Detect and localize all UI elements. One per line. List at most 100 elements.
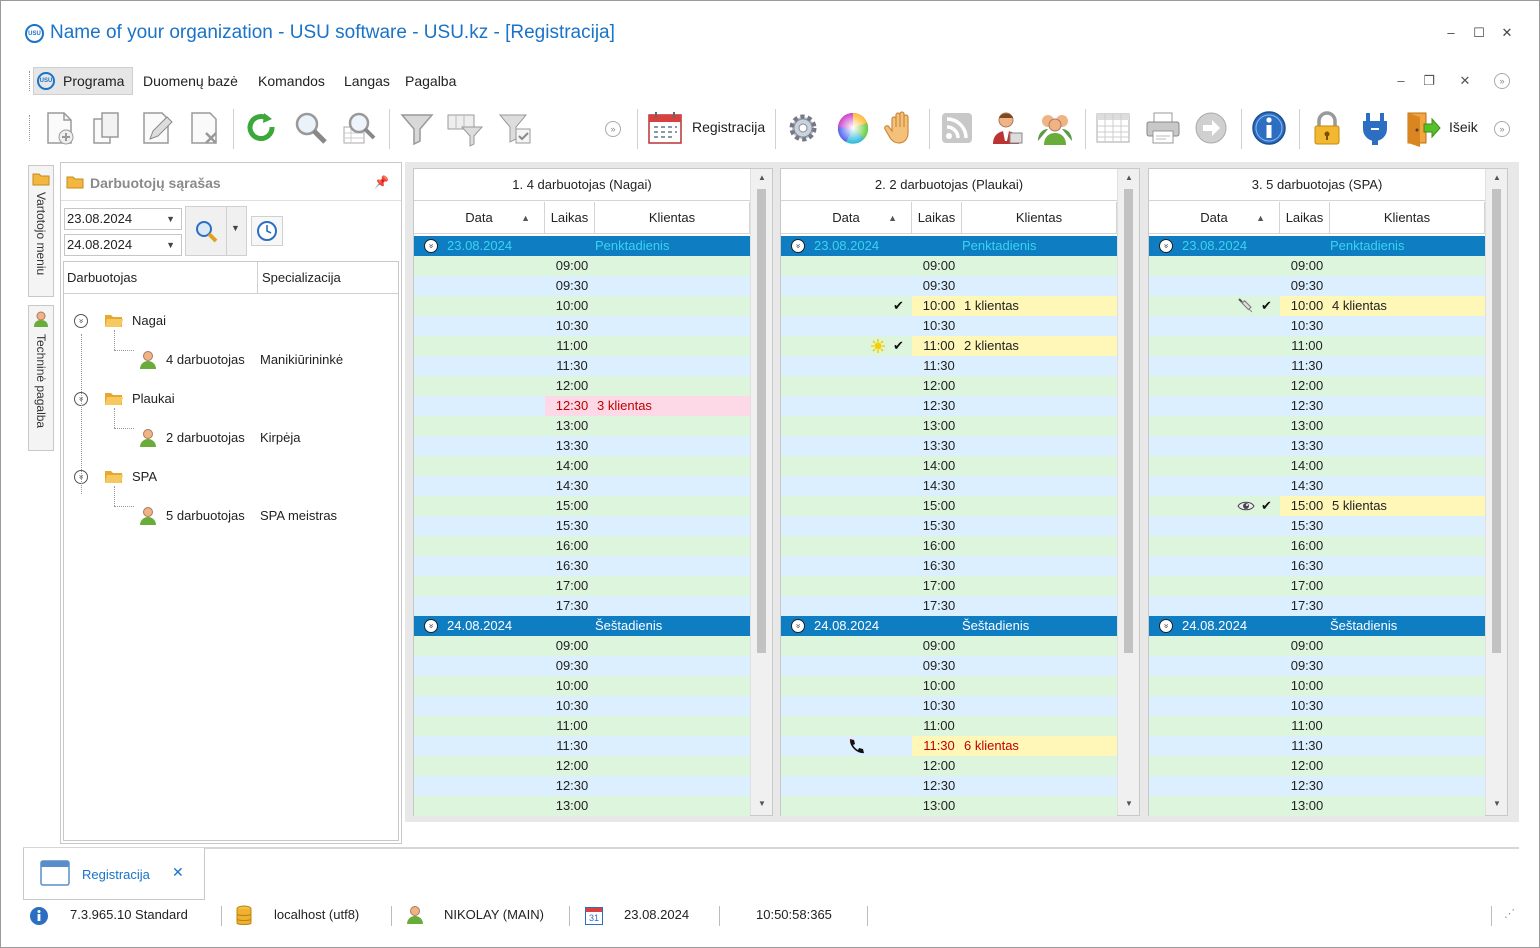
time-slot-row[interactable]: 11:00 xyxy=(414,336,750,356)
menu-programa[interactable]: Programa xyxy=(63,73,125,89)
time-slot-row[interactable]: 09:00 xyxy=(781,256,1117,276)
time-slot-row[interactable]: 13:00 xyxy=(781,796,1117,816)
collapse-day-icon[interactable]: » xyxy=(791,239,805,253)
exit-label[interactable]: Išeik xyxy=(1449,119,1478,135)
day-header-row[interactable]: » 23.08.2024 Penktadienis xyxy=(781,236,1117,256)
time-slot-row[interactable]: 12:00 xyxy=(1149,756,1485,776)
time-slot-row[interactable]: 15:30 xyxy=(781,516,1117,536)
time-slot-row[interactable]: 12:00 xyxy=(414,756,750,776)
day-header-row[interactable]: » 23.08.2024 Penktadienis xyxy=(414,236,750,256)
time-slot-row[interactable]: 14:00 xyxy=(1149,456,1485,476)
column-header-data[interactable]: Data ▲ xyxy=(781,202,912,234)
time-slot-row[interactable]: 14:30 xyxy=(781,476,1117,496)
time-slot-row[interactable]: 11:00 xyxy=(1149,716,1485,736)
vertical-scrollbar[interactable]: ▲ ▼ xyxy=(750,169,772,815)
time-slot-row[interactable]: 16:00 xyxy=(781,536,1117,556)
date-from-field[interactable]: 23.08.2024 ▼ xyxy=(64,208,182,230)
mdi-minimize-button[interactable]: – xyxy=(1397,73,1405,88)
column-header-klientas[interactable]: Klientas xyxy=(1330,202,1485,234)
scroll-down-icon[interactable]: ▼ xyxy=(1493,799,1501,808)
menu-pagalba[interactable]: Pagalba xyxy=(405,73,457,89)
sort-ascending-icon[interactable]: ▲ xyxy=(888,213,897,223)
mdi-restore-button[interactable]: ❐ xyxy=(1423,73,1435,88)
time-slot-row[interactable]: 10:30 xyxy=(1149,316,1485,336)
time-slot-row[interactable]: 15:00 xyxy=(781,496,1117,516)
column-header-klientas[interactable]: Klientas xyxy=(595,202,750,234)
document-tab-registracija[interactable]: Registracija ✕ xyxy=(23,848,205,900)
column-header-data[interactable]: Data ▲ xyxy=(414,202,545,234)
time-slot-row[interactable]: 10:30 xyxy=(781,316,1117,336)
scroll-thumb[interactable] xyxy=(1124,189,1133,653)
time-slot-row[interactable]: 13:30 xyxy=(781,436,1117,456)
scroll-thumb[interactable] xyxy=(1492,189,1501,653)
time-slot-row[interactable]: 13:00 xyxy=(1149,796,1485,816)
time-slot-row[interactable]: 13:00 xyxy=(781,416,1117,436)
time-slot-row[interactable]: 11:00 xyxy=(1149,336,1485,356)
time-slot-row[interactable]: 17:00 xyxy=(781,576,1117,596)
time-slot-row[interactable]: 15:30 xyxy=(414,516,750,536)
date-to-field[interactable]: 24.08.2024 ▼ xyxy=(64,234,182,256)
time-slot-row[interactable]: 17:30 xyxy=(781,596,1117,616)
time-slot-row[interactable]: 14:30 xyxy=(414,476,750,496)
time-slot-row[interactable]: 12:00 xyxy=(1149,376,1485,396)
forward-button[interactable] xyxy=(1191,107,1231,149)
time-slot-row[interactable]: 10:00 1 klientas ✔ xyxy=(781,296,1117,316)
time-slot-row[interactable]: 13:00 xyxy=(414,416,750,436)
settings-button[interactable] xyxy=(783,107,823,149)
edit-record-button[interactable] xyxy=(137,107,177,149)
time-slot-row[interactable]: 17:30 xyxy=(1149,596,1485,616)
scroll-up-icon[interactable]: ▲ xyxy=(1493,173,1501,182)
slot-client[interactable]: 3 klientas xyxy=(597,398,652,413)
time-slot-row[interactable]: 11:30 xyxy=(414,356,750,376)
time-slot-row[interactable]: 13:00 xyxy=(414,796,750,816)
time-slot-row[interactable]: 11:00 xyxy=(781,716,1117,736)
time-slot-row[interactable]: 12:30 xyxy=(781,396,1117,416)
slot-client[interactable]: 4 klientas xyxy=(1332,298,1387,313)
rss-button[interactable] xyxy=(937,107,977,149)
tab-technine-pagalba[interactable]: Techninė pagalba xyxy=(28,305,54,451)
collapse-day-icon[interactable]: » xyxy=(424,619,438,633)
column-header-laikas[interactable]: Laikas xyxy=(545,202,595,234)
vertical-scrollbar[interactable]: ▲ ▼ xyxy=(1117,169,1139,815)
table-button[interactable] xyxy=(1093,107,1133,149)
resize-grip-icon[interactable]: ⋰ xyxy=(1504,908,1515,920)
time-slot-row[interactable]: 09:00 xyxy=(1149,636,1485,656)
tree-employee-name[interactable]: 2 darbuotojas xyxy=(166,430,245,445)
tab-vartotojo-meniu[interactable]: Vartotojo meniu xyxy=(28,165,54,297)
menu-langas[interactable]: Langas xyxy=(344,73,390,89)
time-slot-row[interactable]: 10:30 xyxy=(1149,696,1485,716)
scroll-down-icon[interactable]: ▼ xyxy=(1125,799,1133,808)
time-slot-row[interactable]: 12:30 xyxy=(1149,396,1485,416)
collapse-day-icon[interactable]: » xyxy=(1159,619,1173,633)
toolbar-expand-icon[interactable]: » xyxy=(605,121,621,137)
close-icon[interactable]: ✕ xyxy=(172,864,184,880)
pin-icon[interactable]: 📌 xyxy=(374,175,389,189)
tree-group-label[interactable]: Nagai xyxy=(132,313,166,328)
vertical-scrollbar[interactable]: ▲ ▼ xyxy=(1485,169,1507,815)
maximize-button[interactable]: ☐ xyxy=(1473,25,1485,40)
time-slot-row[interactable]: 11:00 2 klientas ✔ xyxy=(781,336,1117,356)
mdi-close-button[interactable]: ✕ xyxy=(1459,73,1471,88)
time-slot-row[interactable]: 17:00 xyxy=(1149,576,1485,596)
tree-employee-name[interactable]: 4 darbuotojas xyxy=(166,352,245,367)
column-header-data[interactable]: Data ▲ xyxy=(1149,202,1280,234)
time-slot-row[interactable]: 11:30 xyxy=(414,736,750,756)
refresh-button[interactable] xyxy=(241,107,281,149)
tree-group-label[interactable]: Plaukai xyxy=(132,391,175,406)
registracija-calendar-button[interactable] xyxy=(645,107,685,149)
time-slot-row[interactable]: 13:30 xyxy=(414,436,750,456)
print-button[interactable] xyxy=(1143,107,1183,149)
filter-columns-button[interactable] xyxy=(445,107,485,149)
column-header-laikas[interactable]: Laikas xyxy=(1280,202,1330,234)
sort-ascending-icon[interactable]: ▲ xyxy=(1256,213,1265,223)
time-slot-row[interactable]: 12:30 3 klientas xyxy=(414,396,750,416)
time-slot-row[interactable]: 17:00 xyxy=(414,576,750,596)
time-slot-row[interactable]: 10:30 xyxy=(781,696,1117,716)
time-slot-row[interactable]: 16:00 xyxy=(414,536,750,556)
day-header-row[interactable]: » 24.08.2024 Šeštadienis xyxy=(1149,616,1485,636)
slot-client[interactable]: 2 klientas xyxy=(964,338,1019,353)
time-slot-row[interactable]: 10:00 xyxy=(414,676,750,696)
time-slot-row[interactable]: 14:00 xyxy=(781,456,1117,476)
time-slot-row[interactable]: 11:30 xyxy=(781,356,1117,376)
time-slot-row[interactable]: 09:30 xyxy=(1149,656,1485,676)
